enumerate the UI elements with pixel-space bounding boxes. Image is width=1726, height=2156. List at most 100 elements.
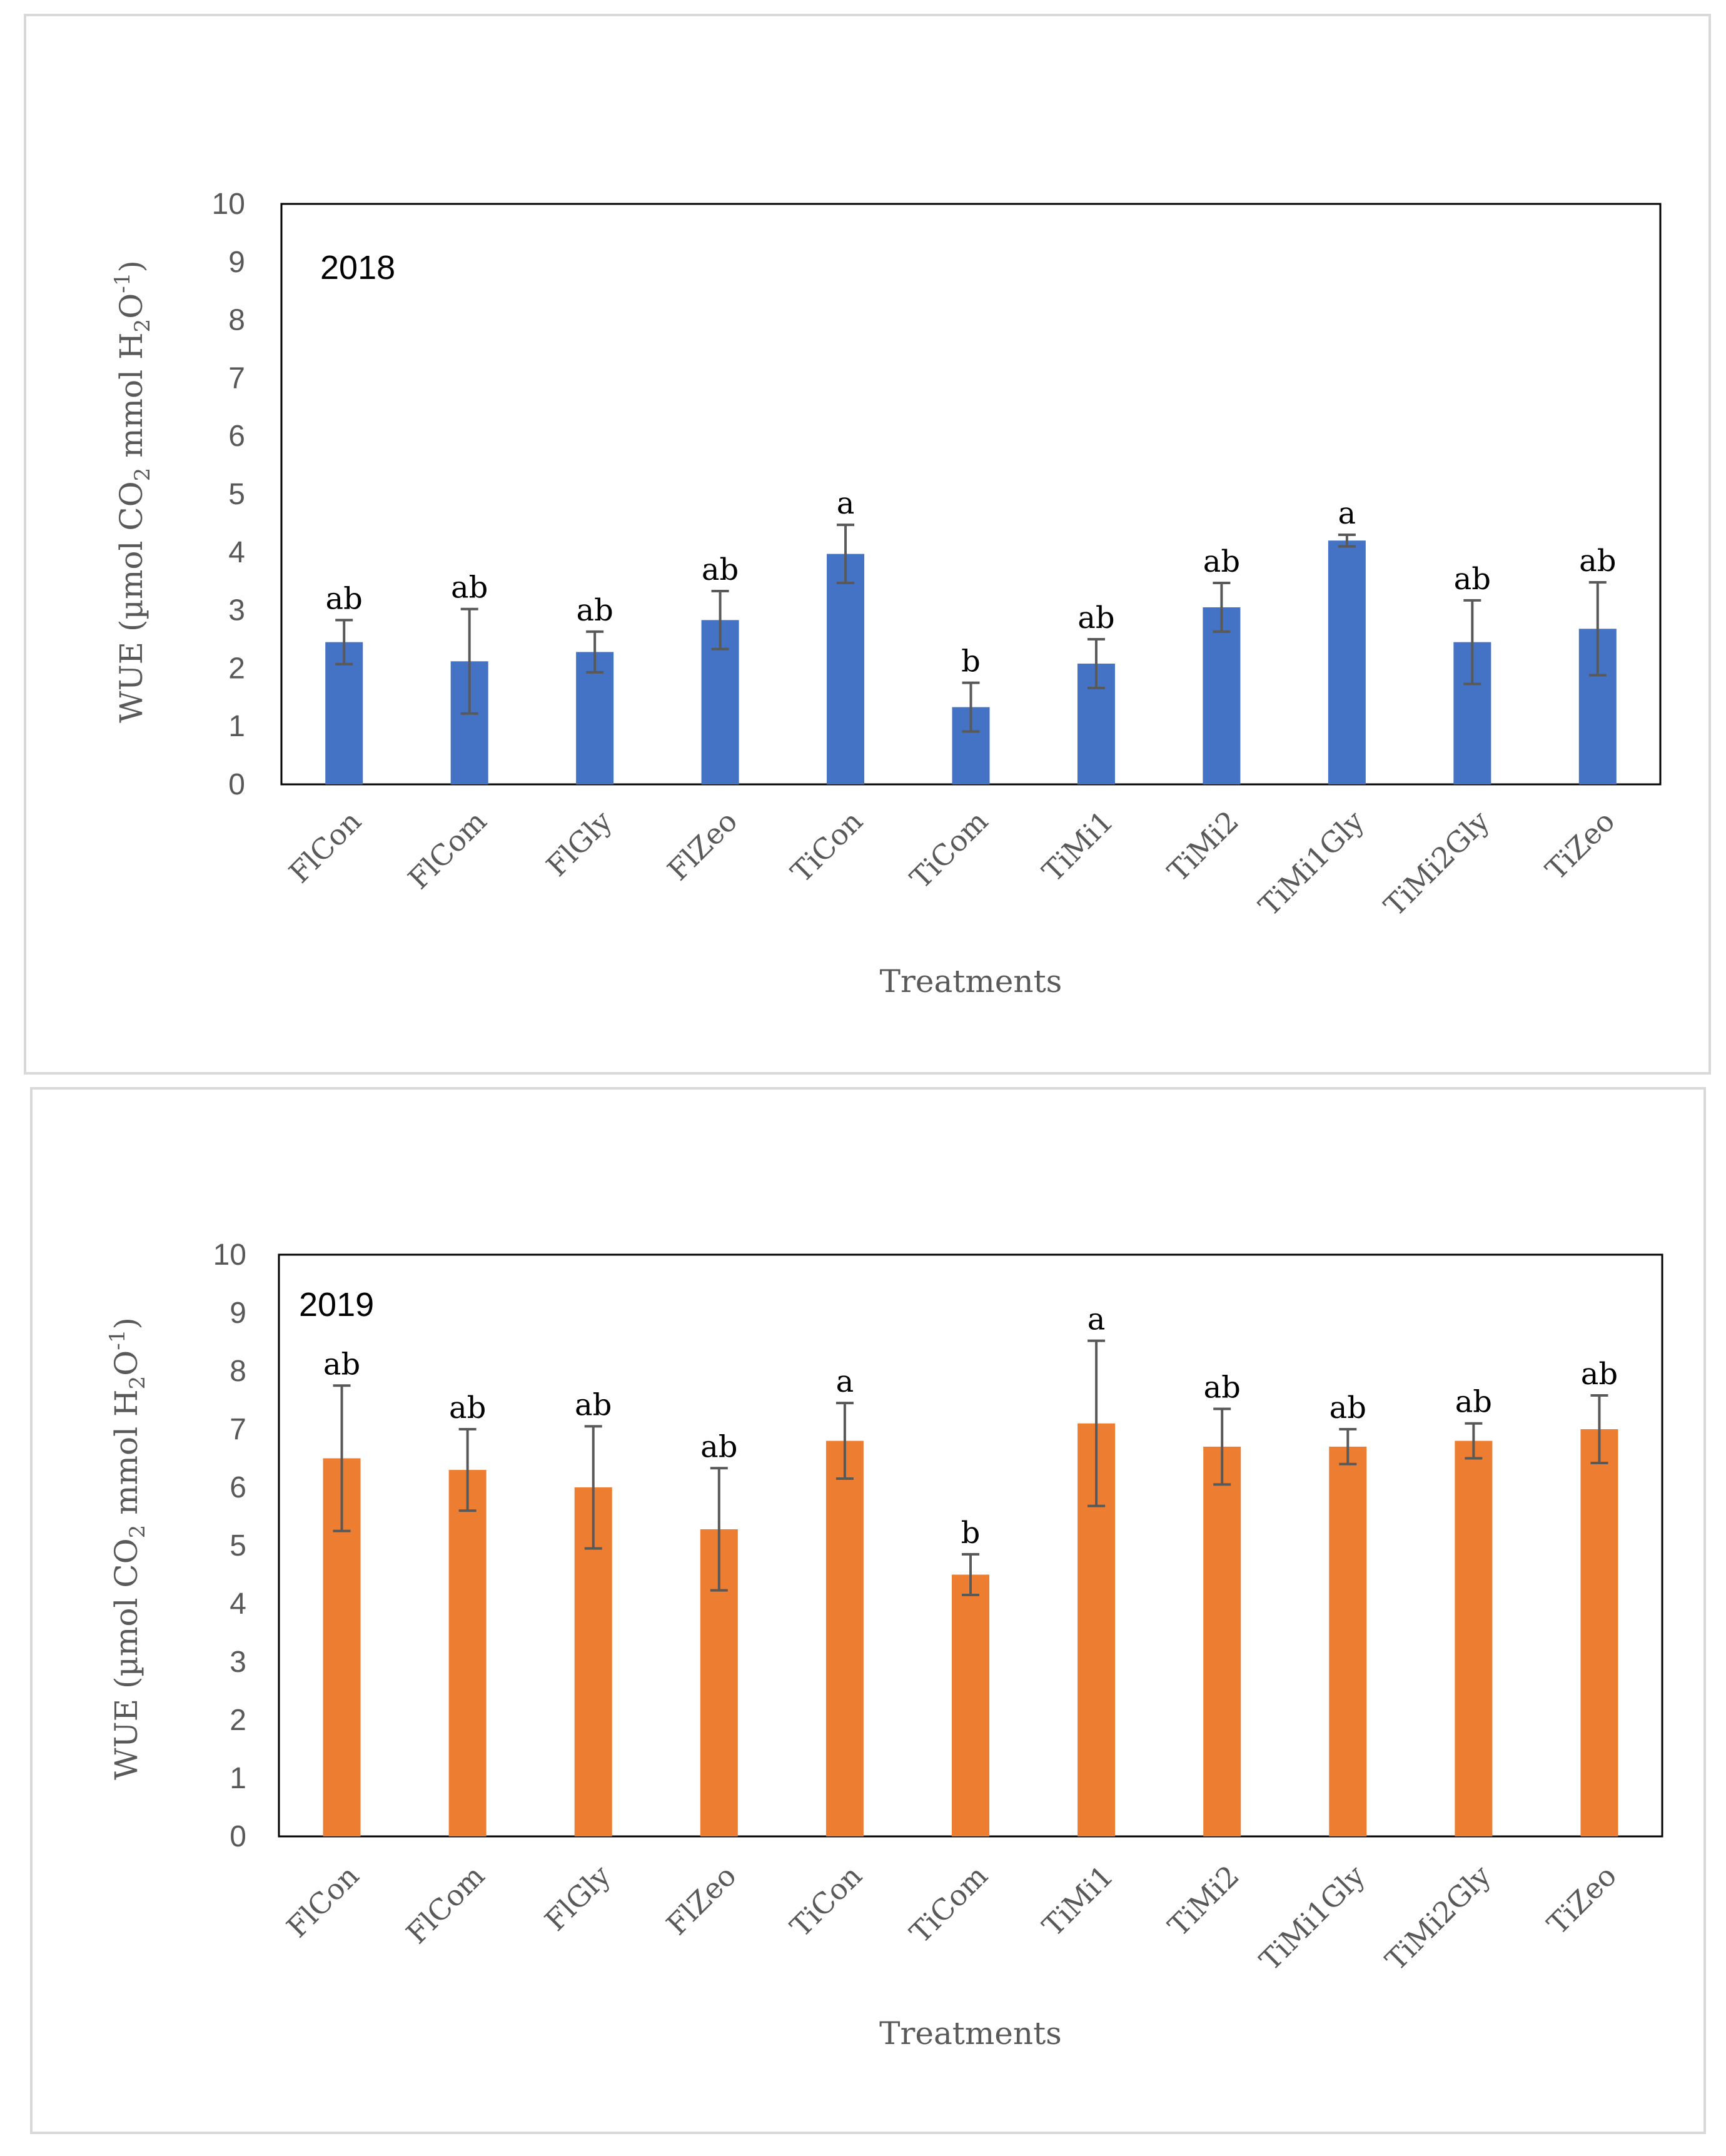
significance-letter: ab [323, 1347, 360, 1382]
year-annotation: 2018 [320, 249, 395, 286]
x-category-label: FlCom [400, 1859, 491, 1950]
bar-FlCom [448, 1470, 487, 1836]
error-bar-TiMi1 [1087, 638, 1105, 689]
bar-TiCom [952, 1574, 989, 1836]
error-bar-TiCon [835, 1402, 854, 1480]
y-tick-label: 3 [230, 1646, 246, 1679]
x-category-label: TiMi1Gly [1252, 804, 1370, 923]
y-tick-label: 5 [230, 1529, 246, 1562]
y-tick-label: 7 [230, 1413, 246, 1446]
significance-letter: ab [1330, 1390, 1366, 1425]
significance-letter: b [961, 644, 981, 679]
error-bar-FlZeo [711, 589, 729, 650]
y-tick-label: 10 [212, 188, 245, 221]
error-bar-TiMi1Gly [1339, 1428, 1357, 1465]
y-tick-label: 10 [213, 1238, 246, 1272]
error-bar-TiMi2Gly [1463, 599, 1481, 686]
significance-letter: ab [326, 581, 363, 616]
bar-TiZeo [1580, 1429, 1618, 1836]
bar-FlGly [576, 652, 614, 784]
error-bar-TiMi1 [1088, 1339, 1106, 1507]
x-axis-title: Treatments [879, 2015, 1062, 2052]
x-category-label: TiMi2Gly [1379, 1859, 1497, 1977]
significance-letter: a [1338, 496, 1356, 531]
x-category-label: TiCom [904, 804, 995, 896]
error-bar-FlGly [584, 1425, 602, 1550]
y-tick-label: 0 [228, 768, 245, 801]
x-category-label: FlZeo [661, 804, 744, 888]
y-tick-label: 1 [228, 710, 245, 743]
significance-letter: ab [1454, 562, 1491, 597]
chart-panel-2018: 0 1 2 3 4 5 6 7 8 9 10 ab FlCon ab FlCom ab FlGly ab FlZeo… [24, 14, 1711, 1075]
significance-letter: ab [451, 570, 488, 605]
x-category-label: TiMi2 [1161, 1859, 1246, 1943]
y-tick-label: 2 [230, 1704, 246, 1737]
bar-FlCon [325, 642, 363, 784]
y-tick-label: 5 [228, 478, 245, 511]
x-category-label: FlCon [282, 804, 368, 890]
year-annotation: 2019 [299, 1286, 374, 1323]
error-bar-FlCon [335, 619, 353, 666]
bar-TiMi1Gly [1329, 1446, 1367, 1836]
significance-letter: ab [576, 593, 613, 628]
error-bar-TiZeo [1590, 1394, 1608, 1464]
y-tick-label: 6 [228, 420, 245, 453]
significance-letter: ab [1581, 1357, 1618, 1392]
x-category-label: FlCon [280, 1859, 366, 1945]
x-category-label: TiMi1Gly [1253, 1859, 1371, 1977]
x-category-label: TiZeo [1539, 804, 1622, 887]
chart-2019: 012345678910abFlConabFlComabFlGlyabFlZeo… [105, 1238, 1663, 2052]
error-bar-TiMi1Gly [1338, 533, 1356, 548]
x-category-label: TiCon [784, 1859, 869, 1944]
significance-letter: ab [1579, 544, 1616, 579]
error-bar-FlCom [460, 607, 478, 715]
chart-panel-2019: 0 1 2 3 4 5 6 7 8 9 10 ab FlCon ab FlCom ab FlGly ab FlZeo… [30, 1087, 1706, 2134]
error-bar-TiCom [962, 681, 980, 733]
error-bar-TiCon [837, 524, 855, 584]
y-tick-label: 6 [230, 1471, 246, 1504]
significance-letter: a [1088, 1302, 1106, 1337]
significance-letter: ab [575, 1387, 612, 1422]
significance-letter: ab [1203, 544, 1240, 579]
error-bar-FlCom [458, 1428, 477, 1512]
bar-TiMi2 [1203, 1446, 1241, 1836]
error-bar-FlGly [586, 630, 604, 674]
significance-letter: ab [1455, 1385, 1492, 1420]
x-category-label: FlGly [540, 804, 618, 883]
error-bar-TiMi2 [1213, 581, 1231, 633]
error-bar-FlZeo [710, 1467, 728, 1592]
error-bar-TiCom [962, 1552, 979, 1597]
y-axis-title: WUE (µmol CO2 mmol H2O-1) [110, 260, 155, 723]
y-tick-label: 4 [228, 536, 245, 569]
x-category-label: TiMi1 [1036, 804, 1120, 889]
x-category-label: TiCom [903, 1859, 994, 1950]
y-tick-label: 7 [228, 362, 245, 395]
y-tick-label: 2 [228, 652, 245, 685]
error-bar-TiMi2Gly [1465, 1422, 1483, 1460]
significance-letter: a [837, 486, 855, 521]
significance-letter: ab [1077, 600, 1114, 635]
error-bar-FlCon [333, 1384, 351, 1532]
x-category-label: FlZeo [660, 1859, 743, 1942]
significance-letter: b [961, 1516, 981, 1551]
x-category-label: TiMi2 [1161, 804, 1245, 889]
x-category-label: TiMi1 [1036, 1859, 1120, 1943]
y-tick-label: 9 [228, 246, 245, 279]
y-tick-label: 8 [228, 304, 245, 337]
x-category-label: TiCon [784, 804, 869, 889]
bar-TiCon [827, 554, 865, 784]
y-tick-label: 0 [230, 1820, 246, 1853]
bar-TiMi2Gly [1455, 1440, 1493, 1836]
error-bar-TiMi2 [1213, 1407, 1231, 1486]
bar-TiMi2 [1203, 607, 1241, 784]
y-tick-label: 3 [228, 594, 245, 627]
x-axis-title: Treatments [880, 963, 1062, 1000]
y-tick-label: 4 [230, 1587, 246, 1621]
y-tick-label: 9 [230, 1297, 246, 1330]
y-axis-title: WUE (µmol CO2 mmol H2O-1) [105, 1317, 150, 1780]
y-tick-label: 1 [230, 1762, 246, 1795]
error-bar-TiZeo [1588, 581, 1607, 677]
y-tick-label: 8 [230, 1355, 246, 1388]
x-category-label: FlGly [538, 1859, 617, 1938]
x-category-label: FlCom [401, 804, 493, 896]
